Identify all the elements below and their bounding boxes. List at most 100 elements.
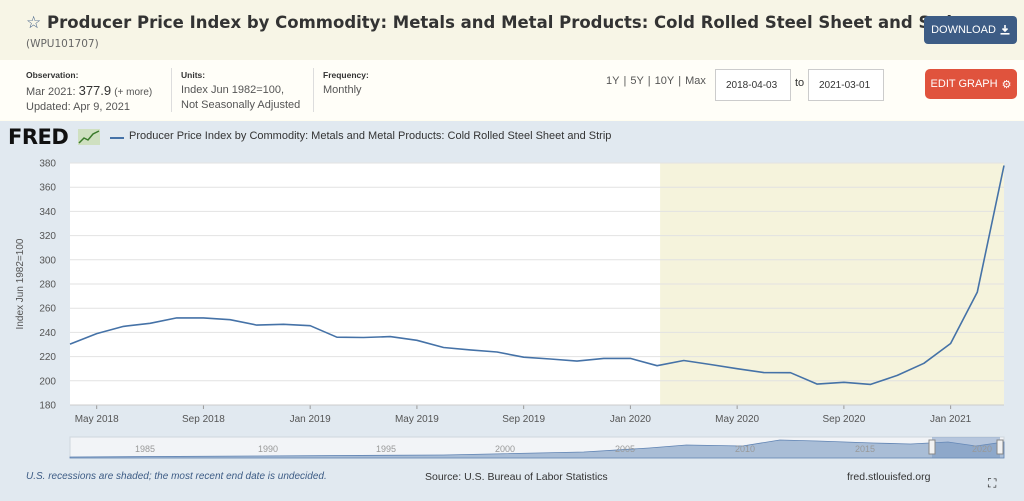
start-date-input[interactable]: 2018-04-03 (715, 69, 791, 101)
navigator-handle[interactable] (996, 439, 1004, 455)
y-tick-label: 240 (39, 328, 56, 339)
navigator-year-label: 1985 (135, 444, 155, 454)
fred-logo: FRED (8, 125, 69, 149)
data-point[interactable] (548, 357, 553, 362)
header: ☆ Producer Price Index by Commodity: Met… (0, 0, 1024, 60)
edit-graph-label: EDIT GRAPH (930, 78, 998, 90)
data-point[interactable] (521, 355, 526, 360)
y-tick-label: 340 (39, 207, 56, 218)
range-separator: | (678, 75, 682, 87)
y-tick-label: 320 (39, 231, 56, 242)
navigator-year-label: 2000 (495, 444, 515, 454)
recession-note: U.S. recessions are shaded; the most rec… (26, 471, 327, 482)
data-point[interactable] (94, 331, 99, 336)
navigator-selection[interactable] (932, 437, 1000, 458)
y-tick-label: 180 (39, 401, 56, 412)
y-tick-label: 200 (39, 376, 56, 387)
data-point[interactable] (441, 345, 446, 350)
edit-graph-button[interactable]: EDIT GRAPH ⚙ (925, 69, 1017, 99)
navigator-year-label: 2010 (735, 444, 755, 454)
x-tick-label: May 2018 (75, 414, 119, 425)
observation-more-link[interactable]: (+ more) (114, 87, 153, 98)
star-icon[interactable]: ☆ (26, 13, 42, 33)
site-link[interactable]: fred.stlouisfed.org (847, 471, 931, 483)
range-separator: | (623, 75, 627, 87)
data-point[interactable] (281, 322, 286, 327)
data-point[interactable] (174, 315, 179, 320)
y-axis-label: Index Jun 1982=100 (15, 238, 26, 329)
x-tick-label: Jan 2019 (290, 414, 332, 425)
data-point[interactable] (575, 359, 580, 364)
data-point[interactable] (228, 317, 233, 322)
units-line2: Not Seasonally Adjusted (181, 99, 301, 111)
range-separator: | (647, 75, 651, 87)
data-point[interactable] (815, 382, 820, 387)
data-point[interactable] (655, 363, 660, 368)
y-tick-label: 360 (39, 183, 56, 194)
data-point[interactable] (841, 380, 846, 385)
range-10y-link[interactable]: 10Y (654, 75, 675, 87)
data-point[interactable] (788, 370, 793, 375)
units-block: Units: Index Jun 1982=100, Not Seasonall… (181, 68, 300, 113)
page-title: Producer Price Index by Commodity: Metal… (47, 13, 964, 32)
data-point[interactable] (254, 323, 259, 328)
data-point[interactable] (895, 373, 900, 378)
data-point[interactable] (334, 335, 339, 340)
data-point[interactable] (388, 334, 393, 339)
frequency-label: Frequency: (323, 70, 369, 80)
fred-logo-chart-icon (78, 129, 100, 145)
range-max-link[interactable]: Max (685, 75, 706, 87)
y-tick-label: 220 (39, 352, 56, 363)
observation-value: 377.9 (78, 83, 112, 98)
data-point[interactable] (735, 366, 740, 371)
x-tick-label: May 2019 (395, 414, 439, 425)
units-label: Units: (181, 70, 206, 80)
data-point[interactable] (628, 356, 633, 361)
data-point[interactable] (494, 350, 499, 355)
meta-divider (171, 68, 172, 112)
fullscreen-icon[interactable]: ⛶ (988, 476, 997, 490)
data-point[interactable] (148, 321, 153, 326)
series-line[interactable] (69, 165, 1005, 386)
frequency-value: Monthly (323, 84, 362, 96)
y-tick-label: 300 (39, 255, 56, 266)
observation-date: Mar 2021: (26, 86, 76, 98)
legend-swatch (110, 137, 124, 139)
data-point[interactable] (1002, 163, 1007, 168)
data-point[interactable] (601, 356, 606, 361)
y-tick-label: 280 (39, 280, 56, 291)
data-point[interactable] (948, 341, 953, 346)
data-point[interactable] (468, 347, 473, 352)
x-tick-label: Sep 2019 (502, 414, 545, 425)
end-date-input[interactable]: 2021-03-01 (808, 69, 884, 101)
navigator-year-label: 1995 (376, 444, 396, 454)
x-tick-label: Sep 2020 (822, 414, 865, 425)
data-point[interactable] (921, 361, 926, 366)
data-point[interactable] (681, 358, 686, 363)
navigator-year-label: 2005 (615, 444, 635, 454)
range-1y-link[interactable]: 1Y (606, 75, 620, 87)
meta-divider (313, 68, 314, 112)
data-point[interactable] (868, 382, 873, 387)
data-point[interactable] (121, 324, 126, 329)
data-point[interactable] (708, 362, 713, 367)
data-point[interactable] (201, 315, 206, 320)
x-tick-label: May 2020 (715, 414, 759, 425)
data-point[interactable] (414, 338, 419, 343)
legend-label: Producer Price Index by Commodity: Metal… (129, 130, 612, 142)
data-point[interactable] (68, 342, 73, 347)
navigator-handle[interactable] (928, 439, 936, 455)
units-line1: Index Jun 1982=100, (181, 84, 285, 96)
frequency-block: Frequency: Monthly (323, 68, 369, 98)
download-button[interactable]: DOWNLOAD (924, 16, 1017, 44)
data-point[interactable] (761, 370, 766, 375)
data-point[interactable] (361, 335, 366, 340)
data-point[interactable] (308, 323, 313, 328)
navigator-year-label: 2015 (855, 444, 875, 454)
range-5y-link[interactable]: 5Y (630, 75, 644, 87)
range-links: 1Y | 5Y | 10Y | Max (606, 75, 706, 87)
download-icon (1000, 25, 1010, 35)
navigator-year-label: 2020 (972, 444, 992, 454)
data-point[interactable] (975, 290, 980, 295)
